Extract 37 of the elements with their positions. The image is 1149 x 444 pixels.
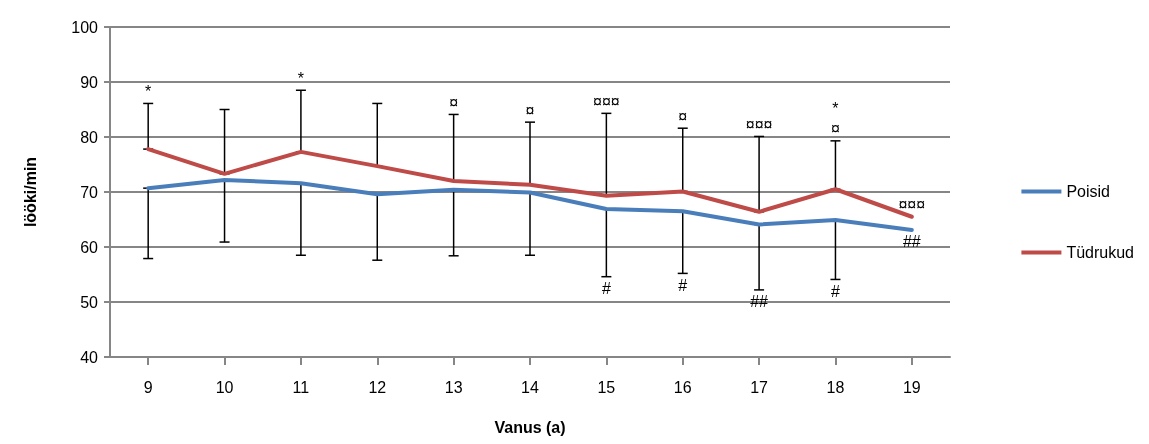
- y-tick-label: 60: [80, 238, 99, 256]
- y-tick-label: 90: [80, 73, 99, 91]
- annotation: ##: [902, 233, 921, 251]
- x-tick-label: 15: [597, 378, 616, 396]
- x-tick-label: 16: [673, 378, 692, 396]
- y-tick-label: 80: [80, 128, 99, 146]
- x-tick-label: 12: [368, 378, 387, 396]
- x-tick-label: 13: [444, 378, 463, 396]
- annotation: ¤: [831, 120, 840, 138]
- annotation: *: [297, 69, 305, 87]
- y-tick-label: 100: [71, 18, 99, 36]
- y-axis-title: lööki/min: [21, 156, 39, 228]
- annotation: #: [601, 280, 611, 298]
- annotation: *: [145, 82, 152, 100]
- annotation: #: [831, 282, 840, 300]
- annotation: *: [832, 100, 839, 118]
- annotation: ¤: [525, 101, 535, 119]
- x-axis-title: Vanus (a): [494, 418, 566, 436]
- annotation: ¤¤¤: [898, 196, 926, 214]
- y-tick-label: 50: [80, 293, 99, 311]
- x-tick-label: 18: [826, 378, 845, 396]
- x-tick-label: 11: [292, 378, 310, 396]
- annotation: ¤¤¤: [593, 92, 620, 110]
- x-tick-label: 17: [750, 378, 769, 396]
- annotation: ¤: [678, 107, 688, 125]
- y-tick-label: 70: [80, 183, 99, 201]
- x-tick-label: 9: [143, 378, 153, 396]
- annotation: ¤: [449, 93, 459, 111]
- x-tick-label: 19: [902, 378, 921, 396]
- x-tick-label: 10: [215, 378, 234, 396]
- annotation: ¤¤¤: [745, 115, 773, 133]
- legend-label: Tüdrukud: [1066, 244, 1134, 261]
- annotation: #: [678, 276, 688, 294]
- legend-label: Poisid: [1066, 183, 1110, 200]
- annotation: ##: [750, 293, 769, 311]
- x-tick-label: 14: [521, 378, 539, 396]
- y-tick-label: 40: [80, 348, 99, 366]
